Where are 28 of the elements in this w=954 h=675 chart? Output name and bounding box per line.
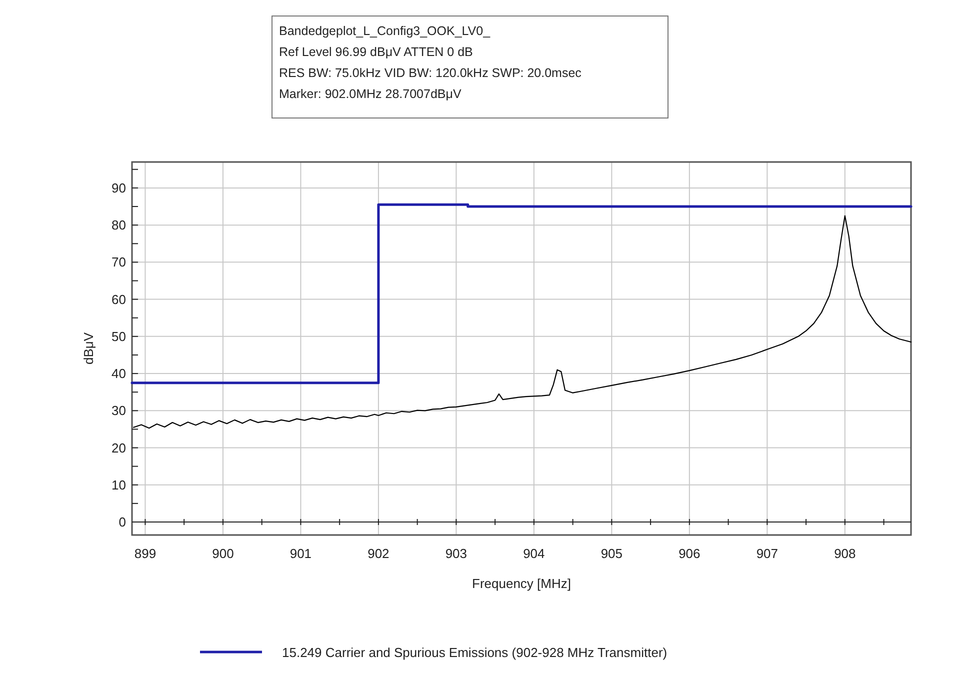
y-tick-label: 40 xyxy=(112,366,126,382)
y-tick-label: 70 xyxy=(112,254,126,270)
y-tick-label: 30 xyxy=(112,403,126,418)
x-tick-label: 901 xyxy=(290,546,312,561)
y-tick-label: 50 xyxy=(112,328,126,344)
text: Marker: 902.0MHz 28.7007dBμV xyxy=(279,87,462,101)
y-tick-label: 0 xyxy=(118,514,126,530)
x-tick-label: 908 xyxy=(834,546,856,561)
text: Ref Level 96.99 dBμV ATTEN 0 dB xyxy=(279,45,473,59)
y-tick-label: 10 xyxy=(112,477,126,492)
y-axis-title: dBμV xyxy=(81,332,96,365)
x-tick-label: 907 xyxy=(756,546,778,561)
y-tick-label: 90 xyxy=(112,180,126,196)
x-tick-label: 905 xyxy=(600,546,623,561)
x-tick-label: 899 xyxy=(134,546,156,561)
x-tick-label: 902 xyxy=(368,546,390,561)
x-axis-title: Frequency [MHz] xyxy=(472,576,571,591)
x-tick-label: 903 xyxy=(445,546,468,561)
text: RES BW: 75.0kHz VID BW: 120.0kHz SWP: 20.0msec xyxy=(279,66,582,80)
x-tick-label: 900 xyxy=(212,546,234,561)
y-tick-label: 20 xyxy=(112,440,126,456)
y-tick-label: 80 xyxy=(112,218,126,233)
chart-title: Bandedgeplot_L_Config3_OOK_LV0_ xyxy=(279,24,492,38)
x-tick-label: 906 xyxy=(678,546,700,561)
x-tick-label: 904 xyxy=(523,546,545,561)
legend-label: 15.249 Carrier and Spurious Emissions (902-928 MHz Transmitter) xyxy=(282,645,668,660)
y-tick-label: 60 xyxy=(112,292,126,307)
line-series xyxy=(133,215,912,429)
